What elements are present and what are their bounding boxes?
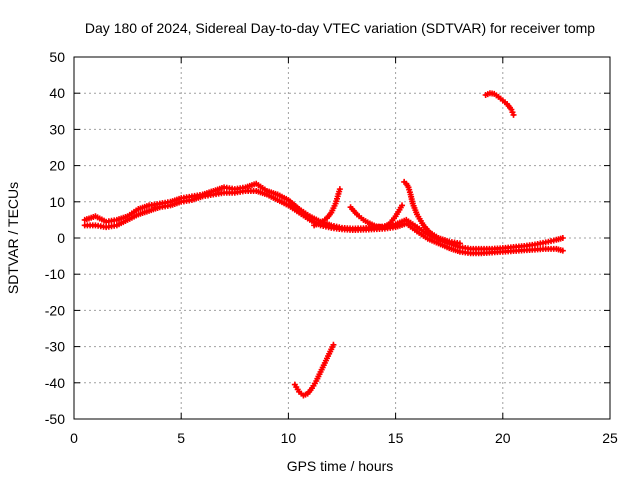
x-tick-label: 15 [388, 430, 404, 446]
chart-title: Day 180 of 2024, Sidereal Day-to-day VTE… [85, 20, 595, 36]
x-tick-label: 0 [70, 430, 78, 446]
y-tick-label: 40 [49, 85, 65, 101]
y-tick-label: 10 [49, 194, 65, 210]
y-tick-label: 50 [49, 49, 65, 65]
y-tick-label: -20 [45, 302, 65, 318]
y-tick-label: -30 [45, 339, 65, 355]
y-tick-label: -40 [45, 375, 65, 391]
series-2 [311, 186, 343, 229]
y-axis-label: SDTVAR / TECUs [5, 182, 21, 294]
y-tick-label: -50 [45, 411, 65, 427]
data-point [510, 111, 517, 118]
y-tick-label: 0 [57, 230, 65, 246]
data-point [336, 186, 343, 193]
y-tick-label: -10 [45, 266, 65, 282]
data-point [559, 247, 566, 254]
x-tick-label: 25 [602, 430, 618, 446]
series-5 [482, 90, 517, 118]
series-line [83, 182, 565, 251]
series-4 [401, 178, 463, 247]
x-tick-label: 5 [177, 430, 185, 446]
grid-lines [74, 57, 610, 419]
x-tick-label: 20 [495, 430, 511, 446]
series-3 [347, 202, 406, 231]
data-point [399, 202, 406, 209]
x-axis-label: GPS time / hours [287, 458, 394, 474]
data-point [559, 235, 566, 241]
data-point [330, 341, 337, 348]
series-6 [291, 341, 337, 399]
data-series [81, 90, 566, 399]
series-1 [81, 187, 566, 257]
data-point [456, 240, 463, 247]
y-tick-label: 30 [49, 121, 65, 137]
x-tick-label: 10 [281, 430, 297, 446]
axis-ticks: 0 5 10 15 20 25 -50 -40 -30 -20 -10 0 10 20 30 40 50 [45, 49, 618, 446]
y-tick-label: 20 [49, 158, 65, 174]
series-0 [81, 180, 566, 252]
